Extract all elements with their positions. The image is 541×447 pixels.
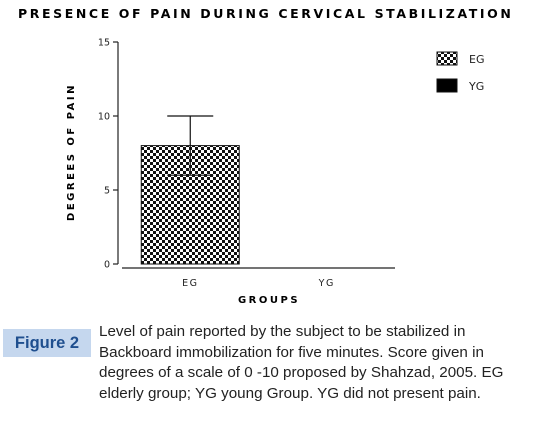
figure-label: Figure 2 bbox=[3, 329, 91, 357]
figure-caption: Figure 2 Level of pain reported by the s… bbox=[0, 322, 541, 442]
legend-swatch-yg bbox=[436, 78, 458, 93]
chart: PRESENCE OF PAIN DURING CERVICAL STABILI… bbox=[18, 6, 513, 306]
caption-text: Level of pain reported by the subject to… bbox=[99, 323, 504, 402]
legend-label-eg: EG bbox=[469, 53, 484, 66]
x-axis-title: GROUPS bbox=[238, 295, 300, 306]
x-tick-label: EG bbox=[182, 278, 198, 289]
chart-svg: PRESENCE OF PAIN DURING CERVICAL STABILI… bbox=[18, 6, 513, 306]
legend-swatch-eg bbox=[436, 51, 458, 66]
legend: EG YG bbox=[436, 51, 484, 93]
legend-label-yg: YG bbox=[468, 80, 484, 93]
y-tick-label: 0 bbox=[104, 260, 110, 271]
y-axis-title: DEGREES OF PAIN bbox=[66, 83, 77, 221]
y-tick-label: 10 bbox=[98, 112, 110, 123]
y-tick-label: 5 bbox=[104, 186, 110, 197]
plot-area: 0 5 10 15 EG YG bbox=[98, 38, 395, 289]
x-tick-label: YG bbox=[318, 278, 335, 289]
chart-title: PRESENCE OF PAIN DURING CERVICAL STABILI… bbox=[18, 6, 513, 21]
y-tick-label: 15 bbox=[98, 38, 110, 49]
